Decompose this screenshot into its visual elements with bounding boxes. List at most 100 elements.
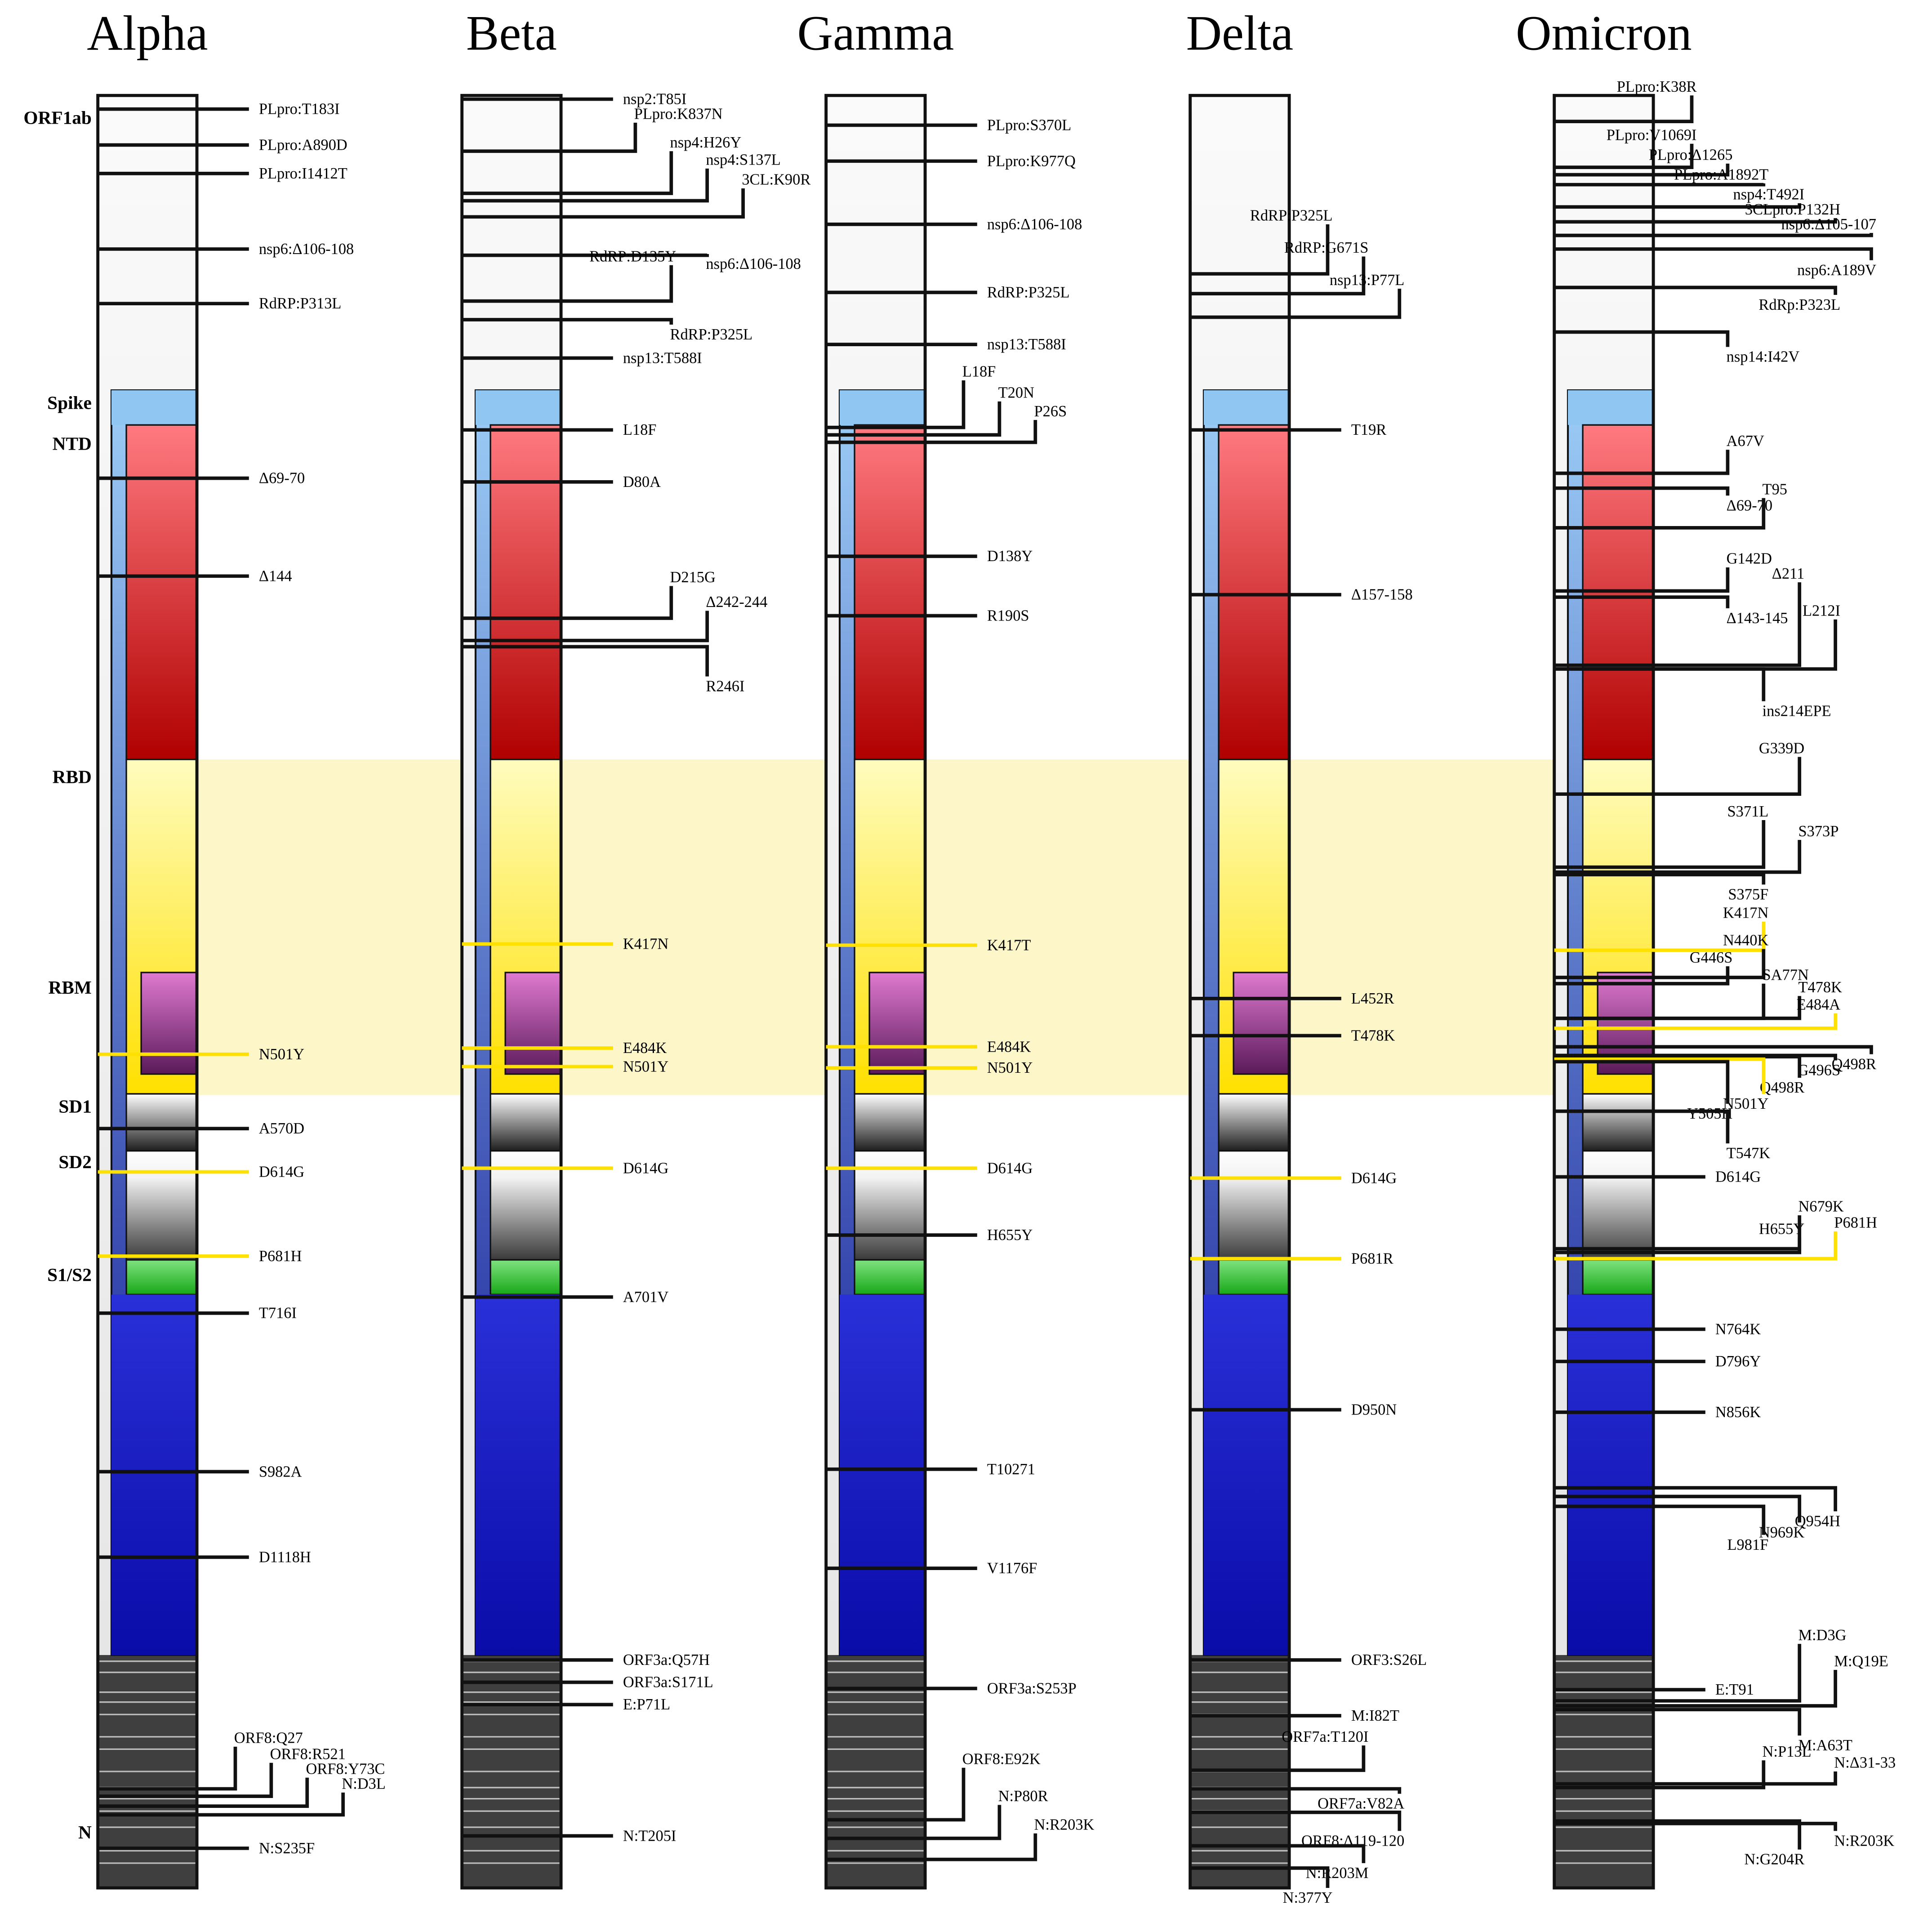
mutation-label: Δ144 <box>259 567 292 584</box>
mutation-label: N764K <box>1715 1321 1761 1338</box>
mutation-label: ORF3a:S253P <box>987 1680 1077 1697</box>
mutation-label: D614G <box>987 1160 1033 1177</box>
mutation-line <box>98 1746 237 1791</box>
s2-subunit <box>839 1294 926 1655</box>
mutation-line <box>1554 1819 1802 1850</box>
mutation-label: L452R <box>1351 990 1394 1007</box>
mutation-label: D614G <box>1715 1169 1761 1186</box>
mutation-label: V1176F <box>987 1560 1037 1577</box>
mutation-label: PLpro:T183I <box>259 101 340 118</box>
mutation-label: nsp13:P77L <box>1330 272 1404 289</box>
mutation-line <box>1554 1109 1730 1144</box>
mutation-line <box>462 611 709 642</box>
mutation-label: ORF3:S26L <box>1351 1651 1427 1669</box>
mutation-line <box>98 1777 309 1808</box>
sd2-domain <box>1218 1150 1290 1261</box>
mutation-label: nsp13:T588I <box>623 349 702 366</box>
sd2-domain <box>125 1150 198 1261</box>
mutation-label: nsp6:Δ106-108 <box>987 216 1082 233</box>
mutation-label: N501Y <box>1723 1095 1768 1112</box>
variant-title: Omicron <box>1516 5 1692 60</box>
mutation-line <box>1554 1231 1837 1261</box>
mutation-label: nsp6:A189V <box>1797 262 1876 279</box>
variant-column-gamma: Gamma PLpro:S370L PLpro:K977Q nsp6:Δ106-108… <box>797 5 1095 1890</box>
sd1-domain <box>1582 1093 1654 1152</box>
mutation-label: E:P71L <box>623 1696 670 1713</box>
mutation-label: PLpro:K837N <box>634 106 723 123</box>
mutation-label: RdRP:G671S <box>1284 239 1368 256</box>
region-label-n: N <box>78 1822 92 1843</box>
mutation-label: T716I <box>259 1305 297 1322</box>
mutation-line <box>1190 289 1402 319</box>
mutation-line <box>1190 224 1330 276</box>
mutation-label: D80A <box>623 473 661 491</box>
mutation-label: H655Y <box>987 1227 1033 1244</box>
mutation-line <box>1190 1844 1366 1863</box>
mutation-line <box>1554 1060 1730 1104</box>
sd1-domain <box>1218 1093 1290 1152</box>
mutation-line <box>1554 1486 1837 1512</box>
mutation-line <box>1554 1771 1837 1786</box>
mutation-label: D614G <box>623 1160 668 1177</box>
mutation-line <box>1554 966 1730 986</box>
mutation-label: T95 <box>1763 481 1787 498</box>
mutation-line <box>1554 1504 1766 1535</box>
mutation-label: R190S <box>987 607 1029 624</box>
s1s2-cleavage-site <box>854 1259 926 1295</box>
mutation-label: L212I <box>1803 602 1840 619</box>
mutation-line <box>98 1762 273 1798</box>
mutation-label: L18F <box>623 421 657 438</box>
mutation-line <box>1554 143 1694 169</box>
mutation-label: A67V <box>1727 433 1764 450</box>
mutation-line <box>462 151 673 195</box>
mutation-label: M:A63T <box>1798 1737 1852 1754</box>
mutation-label: T478K <box>1798 979 1842 996</box>
mutation-label: RdRP:P313L <box>259 295 342 312</box>
mutation-label: N:R203K <box>1034 1816 1095 1833</box>
mutation-line <box>98 1792 345 1817</box>
mutation-label: D796Y <box>1715 1353 1761 1370</box>
ntd-domain <box>854 424 926 760</box>
mutation-label: Q498R <box>1760 1079 1804 1096</box>
ntd-domain <box>125 424 198 760</box>
mutation-line <box>826 1805 1002 1840</box>
mutation-label: N:T205I <box>623 1827 677 1844</box>
mutation-label: G496S <box>1797 1062 1840 1079</box>
mutation-label: nsp6:Δ105-107 <box>1781 216 1876 233</box>
mutation-label: PLpro:Δ1265 <box>1649 147 1733 164</box>
mutation-line <box>1554 450 1730 475</box>
genome-bar <box>824 94 927 1890</box>
mutation-line <box>1554 247 1873 260</box>
mutation-line <box>1190 1745 1366 1772</box>
mutation-label: PLpro:S370L <box>987 116 1071 134</box>
mutation-line <box>1554 1057 1766 1094</box>
mutation-line <box>462 168 709 203</box>
variant-column-delta: Delta RdRP:P325L RdRP:G671S nsp13:P77L T19R Δ… <box>1186 5 1427 1906</box>
mutation-label: K417T <box>987 937 1031 954</box>
mutation-label: D215G <box>670 569 716 586</box>
genome-bar <box>1553 94 1655 1890</box>
sd1-domain <box>125 1093 198 1152</box>
mutation-label: A701V <box>623 1289 668 1306</box>
mutation-line <box>1554 286 1837 295</box>
mutation-line <box>1554 203 1802 209</box>
mutation-label: ORF8:Y73C <box>306 1761 385 1778</box>
mutation-line <box>1554 996 1802 1020</box>
mutation-line <box>1554 218 1837 224</box>
mutation-line <box>1190 1787 1402 1794</box>
mutation-label: RdRp:P323L <box>1758 296 1840 313</box>
mutation-line <box>462 253 709 257</box>
mutation-line <box>826 380 966 429</box>
mutation-label: A570D <box>259 1120 304 1137</box>
variant-title: Alpha <box>87 5 208 60</box>
mutation-line <box>1554 582 1802 667</box>
mutation-label: D614G <box>1351 1169 1397 1187</box>
mutation-label: nsp13:T588I <box>987 336 1066 353</box>
mutation-label: N969K <box>1759 1524 1804 1541</box>
mutation-label: Q498R <box>1832 1056 1876 1073</box>
mutation-label: PLpro:K38R <box>1617 78 1697 95</box>
s2-subunit <box>1203 1294 1290 1655</box>
mutation-line <box>1554 330 1730 347</box>
sd2-domain <box>1582 1150 1654 1261</box>
mutation-label: S373P <box>1798 823 1839 840</box>
